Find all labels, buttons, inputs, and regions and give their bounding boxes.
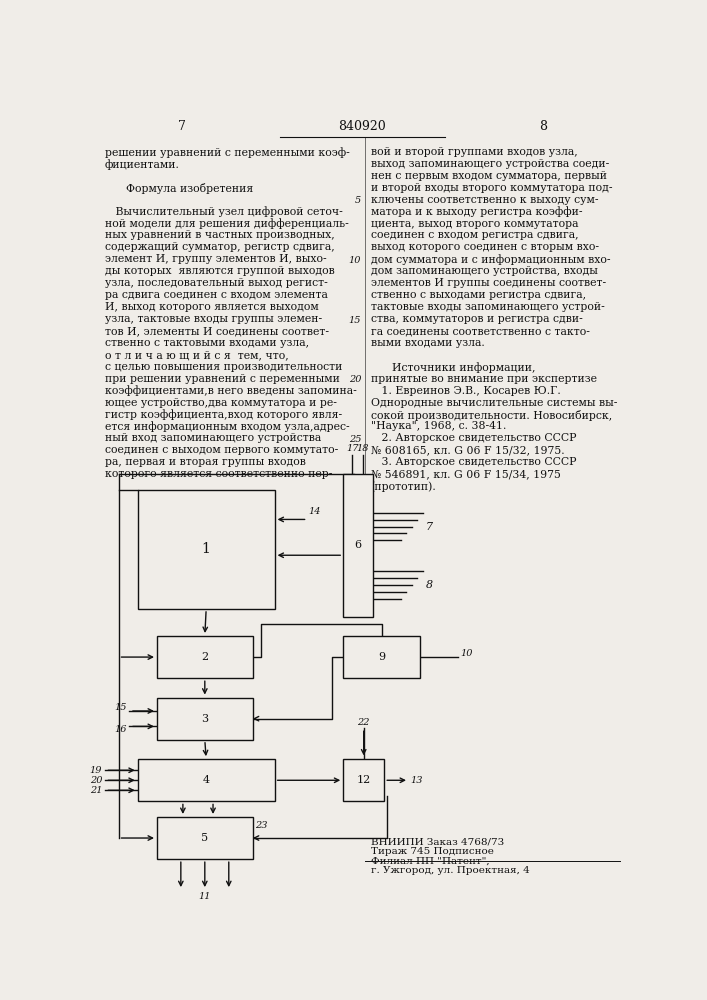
Text: выход запоминающего устройства соеди-: выход запоминающего устройства соеди- bbox=[370, 159, 609, 169]
Text: ВНИИПИ Заказ 4768/73: ВНИИПИ Заказ 4768/73 bbox=[370, 838, 504, 847]
Text: 7: 7 bbox=[426, 522, 433, 532]
Text: соединен с выходом первого коммутато-: соединен с выходом первого коммутато- bbox=[105, 445, 338, 455]
Text: 5: 5 bbox=[355, 196, 361, 205]
Text: 21: 21 bbox=[90, 786, 102, 795]
Text: выход которого соединен с вторым вхо-: выход которого соединен с вторым вхо- bbox=[370, 242, 599, 252]
Text: ства, коммутаторов и регистра сдви-: ства, коммутаторов и регистра сдви- bbox=[370, 314, 583, 324]
Text: Формула изобретения: Формула изобретения bbox=[105, 183, 253, 194]
Text: 15: 15 bbox=[349, 316, 361, 325]
Text: 12: 12 bbox=[356, 775, 371, 785]
Text: И, выход которого является выходом: И, выход которого является выходом bbox=[105, 302, 319, 312]
Text: га соединены соответственно с такто-: га соединены соответственно с такто- bbox=[370, 326, 590, 336]
Text: матора и к выходу регистра коэффи-: матора и к выходу регистра коэффи- bbox=[370, 207, 582, 217]
Text: сокой производительности. Новосибирск,: сокой производительности. Новосибирск, bbox=[370, 410, 612, 421]
Text: 2. Авторское свидетельство СССР: 2. Авторское свидетельство СССР bbox=[370, 433, 576, 443]
Text: 23: 23 bbox=[255, 821, 268, 830]
Text: 20: 20 bbox=[90, 776, 102, 785]
Text: дом сумматора и с информационным вхо-: дом сумматора и с информационным вхо- bbox=[370, 254, 610, 265]
Bar bbox=[343, 636, 420, 678]
Text: № 608165, кл. G 06 F 15/32, 1975.: № 608165, кл. G 06 F 15/32, 1975. bbox=[370, 445, 564, 455]
Text: узла, тактовые входы группы элемен-: узла, тактовые входы группы элемен- bbox=[105, 314, 322, 324]
Text: ной модели для решения дифференциаль-: ной модели для решения дифференциаль- bbox=[105, 219, 349, 229]
Text: ется информационным входом узла,адрес-: ется информационным входом узла,адрес- bbox=[105, 421, 349, 432]
Text: выми входами узла.: выми входами узла. bbox=[370, 338, 484, 348]
Text: ключены соответственно к выходу сум-: ключены соответственно к выходу сум- bbox=[370, 195, 598, 205]
Text: 6: 6 bbox=[355, 540, 362, 550]
Text: Вычислительный узел цифровой сеточ-: Вычислительный узел цифровой сеточ- bbox=[105, 207, 343, 217]
Text: содержащий сумматор, регистр сдвига,: содержащий сумматор, регистр сдвига, bbox=[105, 242, 334, 252]
Text: № 546891, кл. G 06 F 15/34, 1975: № 546891, кл. G 06 F 15/34, 1975 bbox=[370, 469, 561, 479]
Text: 18: 18 bbox=[356, 444, 369, 453]
Bar bbox=[343, 759, 385, 801]
Text: дом запоминающего устройства, входы: дом запоминающего устройства, входы bbox=[370, 266, 597, 276]
Text: 1. Евреинов Э.В., Косарев Ю.Г.: 1. Евреинов Э.В., Косарев Ю.Г. bbox=[370, 386, 561, 396]
Text: элементов И группы соединены соответ-: элементов И группы соединены соответ- bbox=[370, 278, 606, 288]
Text: циента, выход второго коммутатора: циента, выход второго коммутатора bbox=[370, 219, 578, 229]
Text: Однородные вычислительные системы вы-: Однородные вычислительные системы вы- bbox=[370, 398, 617, 408]
Text: 7: 7 bbox=[177, 120, 185, 133]
Text: 8: 8 bbox=[426, 580, 433, 590]
Text: ющее устройство,два коммутатора и ре-: ющее устройство,два коммутатора и ре- bbox=[105, 398, 337, 408]
Text: ных уравнений в частных производных,: ных уравнений в частных производных, bbox=[105, 230, 334, 240]
Text: 8: 8 bbox=[539, 120, 547, 133]
Text: и второй входы второго коммутатора под-: и второй входы второго коммутатора под- bbox=[370, 183, 612, 193]
Text: 10: 10 bbox=[349, 256, 361, 265]
Text: вой и второй группами входов узла,: вой и второй группами входов узла, bbox=[370, 147, 578, 157]
Text: (прототип).: (прототип). bbox=[370, 481, 436, 492]
Text: элемент И, группу элементов И, выхо-: элемент И, группу элементов И, выхо- bbox=[105, 254, 327, 264]
Text: ра сдвига соединен с входом элемента: ра сдвига соединен с входом элемента bbox=[105, 290, 327, 300]
Text: Филиал ПП "Патент",: Филиал ПП "Патент", bbox=[370, 856, 489, 865]
Bar bbox=[343, 474, 373, 617]
Bar bbox=[138, 759, 274, 801]
Text: 15: 15 bbox=[115, 703, 127, 712]
Text: фициентами.: фициентами. bbox=[105, 159, 180, 170]
Text: 2: 2 bbox=[201, 652, 209, 662]
Text: 10: 10 bbox=[460, 649, 472, 658]
Bar bbox=[157, 817, 253, 859]
Text: 3: 3 bbox=[201, 714, 209, 724]
Text: "Наука", 1968, с. 38-41.: "Наука", 1968, с. 38-41. bbox=[370, 421, 506, 431]
Text: нен с первым входом сумматора, первый: нен с первым входом сумматора, первый bbox=[370, 171, 607, 181]
Text: 17: 17 bbox=[346, 444, 358, 453]
Bar bbox=[157, 698, 253, 740]
Text: узла, последовательный выход регист-: узла, последовательный выход регист- bbox=[105, 278, 327, 288]
Text: коэффициентами,в него введены запомина-: коэффициентами,в него введены запомина- bbox=[105, 386, 356, 396]
Text: 16: 16 bbox=[115, 725, 127, 734]
Text: ра, первая и вторая группы входов: ра, первая и вторая группы входов bbox=[105, 457, 305, 467]
Text: 20: 20 bbox=[349, 375, 361, 384]
Text: ственно с тактовыми входами узла,: ственно с тактовыми входами узла, bbox=[105, 338, 309, 348]
Text: ды которых  являются группой выходов: ды которых являются группой выходов bbox=[105, 266, 334, 276]
Text: 22: 22 bbox=[358, 718, 370, 727]
Text: ный вход запоминающего устройства: ный вход запоминающего устройства bbox=[105, 433, 321, 443]
Text: Источники информации,: Источники информации, bbox=[370, 362, 535, 373]
Bar bbox=[138, 490, 274, 609]
Text: 13: 13 bbox=[411, 776, 423, 785]
Text: 840920: 840920 bbox=[339, 120, 386, 133]
Text: с целью повышения производительности: с целью повышения производительности bbox=[105, 362, 342, 372]
Text: о т л и ч а ю щ и й с я  тем, что,: о т л и ч а ю щ и й с я тем, что, bbox=[105, 350, 288, 360]
Text: 19: 19 bbox=[90, 766, 102, 775]
Text: 11: 11 bbox=[199, 892, 211, 901]
Bar bbox=[157, 636, 253, 678]
Text: 9: 9 bbox=[378, 652, 385, 662]
Text: гистр коэффициента,вход которого явля-: гистр коэффициента,вход которого явля- bbox=[105, 410, 342, 420]
Text: тактовые входы запоминающего устрой-: тактовые входы запоминающего устрой- bbox=[370, 302, 604, 312]
Text: 25: 25 bbox=[349, 435, 361, 444]
Text: тов И, элементы И соединены соответ-: тов И, элементы И соединены соответ- bbox=[105, 326, 329, 336]
Text: 3. Авторское свидетельство СССР: 3. Авторское свидетельство СССР bbox=[370, 457, 576, 467]
Text: 14: 14 bbox=[309, 507, 321, 516]
Text: 4: 4 bbox=[203, 775, 210, 785]
Text: решении уравнений с переменными коэф-: решении уравнений с переменными коэф- bbox=[105, 147, 349, 158]
Text: 1: 1 bbox=[201, 542, 211, 556]
Text: соединен с входом регистра сдвига,: соединен с входом регистра сдвига, bbox=[370, 230, 578, 240]
Text: 5: 5 bbox=[201, 833, 209, 843]
Text: г. Ужгород, ул. Проектная, 4: г. Ужгород, ул. Проектная, 4 bbox=[370, 866, 530, 875]
Text: принятые во внимание при экспертизе: принятые во внимание при экспертизе bbox=[370, 374, 597, 384]
Text: ственно с выходами регистра сдвига,: ственно с выходами регистра сдвига, bbox=[370, 290, 585, 300]
Text: которого является соответственно пер-: которого является соответственно пер- bbox=[105, 469, 332, 479]
Text: при решении уравнений с переменными: при решении уравнений с переменными bbox=[105, 374, 339, 384]
Text: Тираж 745 Подписное: Тираж 745 Подписное bbox=[370, 847, 493, 856]
